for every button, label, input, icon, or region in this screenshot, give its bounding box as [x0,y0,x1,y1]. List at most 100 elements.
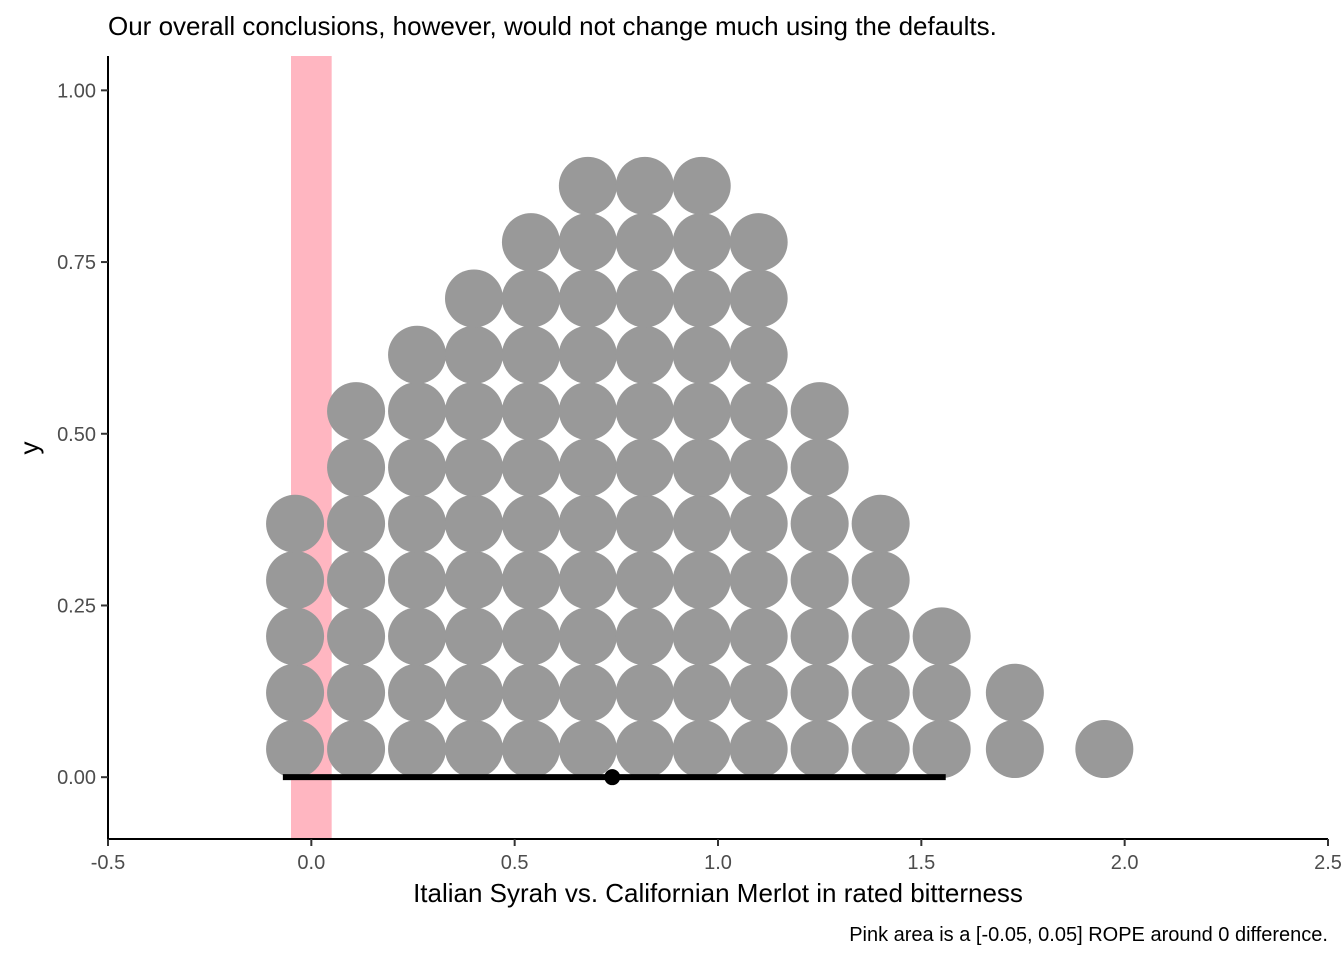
dot [388,607,447,666]
dot [615,494,674,553]
dot [985,663,1044,722]
dot [729,551,788,610]
dot [729,382,788,441]
dot [615,156,674,215]
dot [790,438,849,497]
dot [501,551,560,610]
dot [558,156,617,215]
x-tick-label: 1.5 [907,852,935,874]
dot [672,156,731,215]
dot [729,213,788,272]
dot [912,720,971,779]
dot [615,663,674,722]
dot [501,213,560,272]
dot [327,720,386,779]
dot [672,494,731,553]
dot [558,382,617,441]
dot [445,663,503,722]
dot [1075,720,1134,779]
dot [790,382,849,441]
dot [729,438,788,497]
x-tick-label: 2.5 [1314,852,1342,874]
dot [388,382,447,441]
dot [615,607,674,666]
dot [327,663,386,722]
dot [672,269,731,328]
dot [912,607,971,666]
dot [266,551,325,610]
x-tick-label: 0.5 [501,852,529,874]
y-tick-label: 1.00 [57,80,96,102]
x-tick-label: 0.0 [297,852,325,874]
dot [729,720,788,779]
dot [388,325,447,384]
dot [558,325,617,384]
x-tick-label: 2.0 [1111,852,1139,874]
dot [501,607,560,666]
dot [501,382,560,441]
dot [729,663,788,722]
dot [445,494,503,553]
dot [672,213,731,272]
dot [327,382,386,441]
dot [729,269,788,328]
dot [558,663,617,722]
dot [672,607,731,666]
dot [445,607,503,666]
dot [445,720,503,779]
dot [851,663,910,722]
dot [558,720,617,779]
dot [266,663,325,722]
y-tick-label: 0.25 [57,595,96,617]
dot [388,720,447,779]
dot [790,663,849,722]
dot [445,438,503,497]
chart-title: Our overall conclusions, however, would … [108,11,997,41]
dot [851,551,910,610]
dot [615,551,674,610]
x-tick-label: 1.0 [704,852,732,874]
dot [327,438,386,497]
dot [266,494,325,553]
dot [327,551,386,610]
dot [912,663,971,722]
dot [615,720,674,779]
dot [445,551,503,610]
dot [327,494,386,553]
dot [729,325,788,384]
chart-caption: Pink area is a [-0.05, 0.05] ROPE around… [849,924,1328,946]
dot [266,720,325,779]
dot [558,494,617,553]
dot [388,438,447,497]
dot [985,720,1044,779]
dot [445,325,503,384]
dot [501,269,560,328]
dot [615,438,674,497]
dot [790,494,849,553]
y-tick-label: 0.75 [57,252,96,274]
dot [501,663,560,722]
dot [615,213,674,272]
plot-area: -0.5 0.0 0.5 1.0 1.5 2.0 2.5 0.00 0.25 0.50 0.75 1.… [57,56,1342,874]
dot [501,325,560,384]
dot [672,325,731,384]
dot [672,720,731,779]
x-axis-title: Italian Syrah vs. Californian Merlot in … [413,878,1023,908]
dot [672,382,731,441]
dot [729,494,788,553]
dot [672,438,731,497]
y-axis-title: y [14,442,44,455]
dot [501,720,560,779]
dot [558,438,617,497]
dot [501,494,560,553]
dot [558,607,617,666]
dot [558,551,617,610]
dot [388,551,447,610]
x-tick-label: -0.5 [91,852,125,874]
dot [558,213,617,272]
dot [445,382,503,441]
dot [558,269,617,328]
point-estimate [604,769,621,786]
dot [266,607,325,666]
